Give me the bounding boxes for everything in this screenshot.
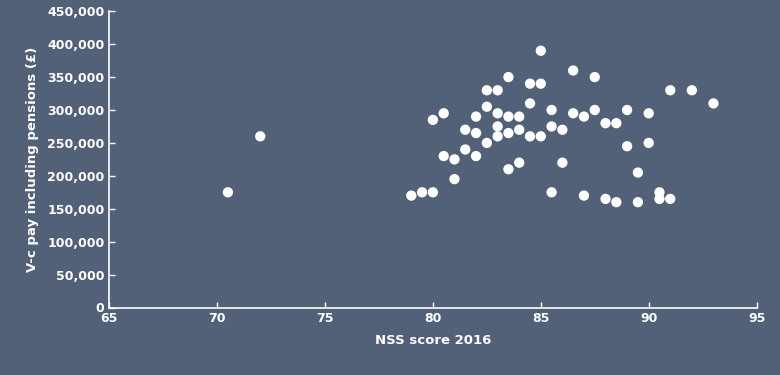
Point — [664, 87, 676, 93]
Point — [654, 189, 666, 195]
Point — [578, 193, 590, 199]
Point — [459, 147, 471, 153]
Point — [524, 81, 537, 87]
Point — [545, 189, 558, 195]
Point — [654, 196, 666, 202]
Point — [556, 160, 569, 166]
Point — [534, 81, 547, 87]
Point — [480, 140, 493, 146]
Point — [427, 117, 439, 123]
Point — [513, 127, 526, 133]
Point — [534, 134, 547, 140]
Point — [621, 107, 633, 113]
Point — [567, 68, 580, 74]
X-axis label: NSS score 2016: NSS score 2016 — [374, 334, 491, 347]
Point — [599, 196, 612, 202]
Point — [438, 110, 450, 116]
Point — [588, 74, 601, 80]
Point — [470, 153, 482, 159]
Point — [610, 199, 622, 205]
Point — [459, 127, 471, 133]
Point — [405, 193, 417, 199]
Point — [643, 140, 655, 146]
Point — [502, 74, 515, 80]
Point — [480, 104, 493, 110]
Point — [491, 123, 504, 129]
Point — [545, 107, 558, 113]
Point — [416, 189, 428, 195]
Point — [502, 114, 515, 120]
Point — [588, 107, 601, 113]
Point — [438, 153, 450, 159]
Point — [470, 114, 482, 120]
Point — [448, 176, 461, 182]
Point — [534, 48, 547, 54]
Point — [491, 110, 504, 116]
Point — [524, 134, 537, 140]
Point — [578, 114, 590, 120]
Point — [502, 166, 515, 172]
Point — [491, 87, 504, 93]
Point — [254, 134, 267, 140]
Point — [556, 127, 569, 133]
Point — [707, 100, 720, 106]
Point — [513, 114, 526, 120]
Point — [502, 130, 515, 136]
Point — [610, 120, 622, 126]
Point — [448, 156, 461, 162]
Point — [427, 189, 439, 195]
Point — [621, 143, 633, 149]
Point — [686, 87, 698, 93]
Point — [632, 199, 644, 205]
Point — [491, 134, 504, 140]
Point — [524, 100, 537, 106]
Y-axis label: V-c pay including pensions (£): V-c pay including pensions (£) — [26, 47, 39, 272]
Point — [664, 196, 676, 202]
Point — [513, 160, 526, 166]
Point — [545, 123, 558, 129]
Point — [470, 130, 482, 136]
Point — [480, 87, 493, 93]
Point — [567, 110, 580, 116]
Point — [632, 170, 644, 176]
Point — [643, 110, 655, 116]
Point — [599, 120, 612, 126]
Point — [222, 189, 234, 195]
